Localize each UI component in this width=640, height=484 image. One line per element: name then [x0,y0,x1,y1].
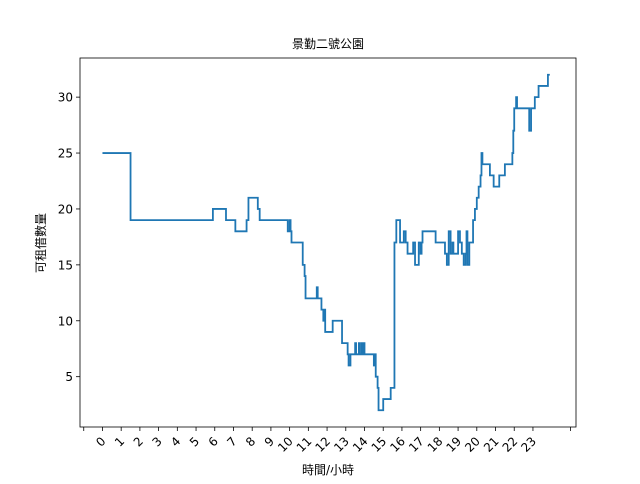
x-tick-label: 7 [224,434,239,449]
x-axis-label: 時間/小時 [302,463,354,477]
y-tick-label: 5 [65,370,73,384]
x-tick-label: 9 [262,434,277,449]
x-tick-label: 23 [518,434,539,455]
x-tick-label: 20 [462,434,483,455]
y-axis: 5 10 15 20 25 30 [58,91,80,384]
x-tick-label: 5 [187,434,202,449]
y-tick-label: 20 [58,202,73,216]
x-tick-label: 15 [369,434,390,455]
y-tick-label: 15 [58,258,73,272]
x-tick-label: 19 [443,434,464,455]
y-tick-label: 25 [58,147,73,161]
x-tick-label: 14 [350,434,371,455]
x-tick-label: 17 [406,434,427,455]
x-tick-label: 11 [294,434,315,455]
x-tick-label: 3 [149,434,164,449]
series-line [102,73,550,412]
series-layer [102,73,550,412]
chart-title: 景勤二號公園 [292,37,364,51]
x-tick-label: 13 [331,434,352,455]
x-tick-label: 16 [387,434,408,455]
x-tick-label: 18 [425,434,446,455]
x-tick-label: 8 [243,434,258,449]
x-tick-label: 10 [275,434,296,455]
y-tick-label: 30 [58,91,73,105]
y-axis-label: 可租借數量 [34,213,48,273]
x-tick-label: 6 [206,434,221,449]
x-tick-label: 0 [93,434,108,449]
x-tick-label: 1 [112,434,127,449]
y-tick-label: 10 [58,314,73,328]
x-tick-label: 21 [481,434,502,455]
plot-area-frame [79,57,577,428]
x-tick-label: 22 [500,434,521,455]
x-tick-label: 12 [312,434,333,455]
x-tick-label: 2 [131,434,146,449]
x-tick-label: 4 [168,434,183,449]
